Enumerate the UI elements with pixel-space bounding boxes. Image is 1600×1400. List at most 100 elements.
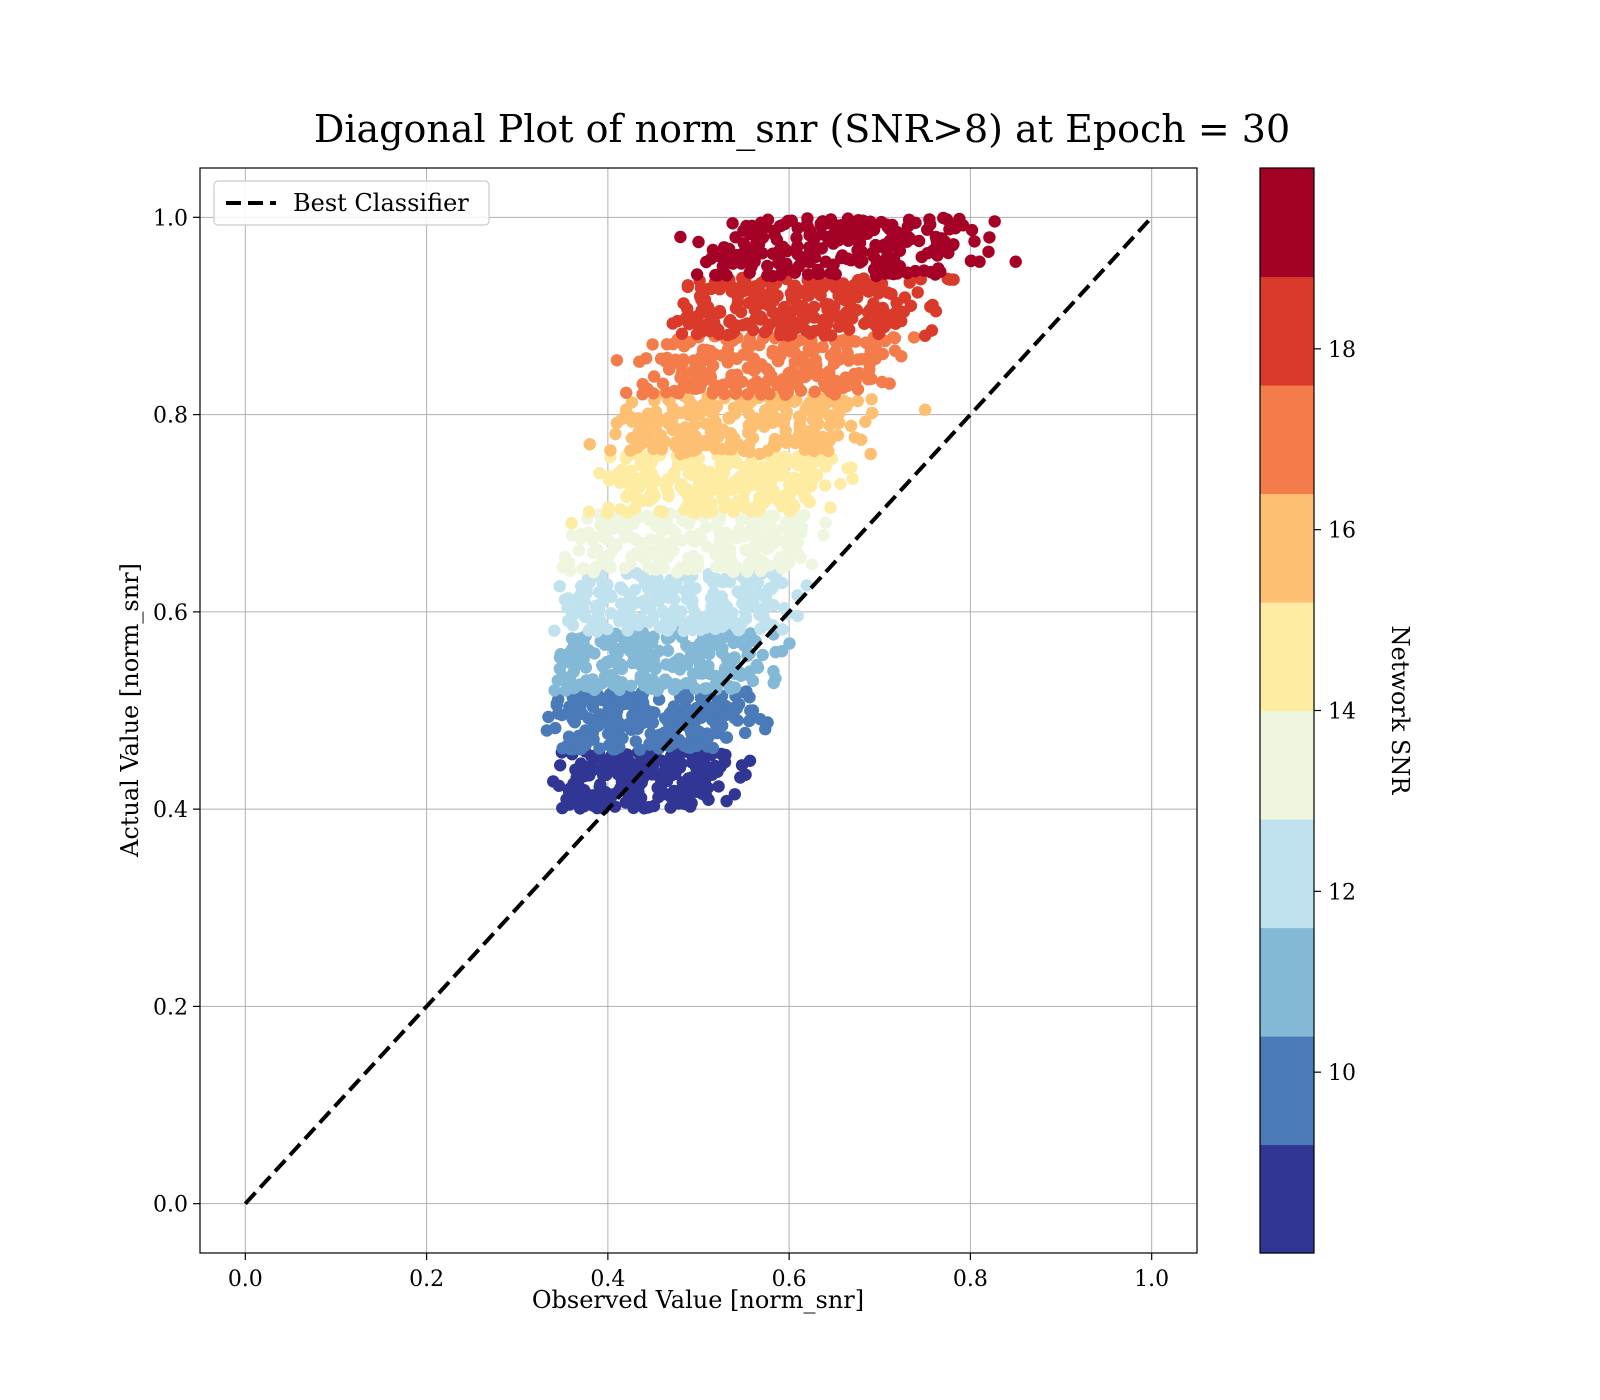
scatter-point (714, 251, 728, 264)
scatter-point (705, 600, 718, 614)
scatter-point (965, 223, 979, 237)
colorbar-segment (1260, 276, 1314, 386)
scatter-point (802, 221, 815, 234)
scatter-point (761, 444, 774, 457)
scatter-point (734, 635, 748, 648)
scatter-point (761, 259, 774, 273)
scatter-point (669, 678, 682, 691)
scatter-point (610, 539, 623, 552)
scatter-point (850, 218, 863, 231)
scatter-point (715, 476, 729, 489)
scatter-point (844, 461, 858, 474)
scatter-point (634, 458, 647, 472)
scatter-point (746, 378, 759, 392)
scatter-point (551, 674, 564, 687)
scatter-point (694, 281, 708, 295)
scatter-point (866, 406, 879, 420)
scatter-point (653, 504, 666, 518)
scatter-point (604, 607, 618, 620)
scatter-point (702, 793, 715, 806)
scatter-point (808, 311, 821, 324)
legend-box (213, 180, 490, 226)
scatter-point (669, 767, 682, 781)
scatter-point (819, 255, 832, 268)
scatter-point (782, 263, 795, 276)
scatter-point (548, 624, 561, 637)
scatter-point (610, 416, 623, 430)
scatter-point-outlier (746, 674, 760, 688)
scatter-point (701, 351, 715, 364)
scatter-point (689, 382, 703, 395)
scatter-point (717, 241, 731, 254)
scatter-point (645, 578, 658, 592)
scatter-point (579, 763, 593, 777)
scatter-point (820, 456, 833, 469)
scatter-point (777, 466, 790, 479)
scatter-point (578, 562, 591, 575)
scatter-point (668, 754, 682, 767)
scatter-point (836, 249, 849, 262)
scatter-point (555, 708, 569, 722)
scatter-point (817, 529, 830, 542)
colorbar-segment (1260, 927, 1314, 1037)
scatter-point (652, 791, 665, 804)
scatter-point (646, 612, 660, 626)
scatter-point (596, 786, 609, 799)
scatter-point (696, 643, 709, 656)
scatter-point (573, 697, 586, 710)
scatter-point (801, 462, 814, 475)
scatter-point (601, 622, 614, 636)
scatter-point (753, 338, 766, 352)
scatter-point (747, 323, 760, 337)
scatter-point (677, 297, 690, 310)
scatter-point (921, 223, 934, 236)
scatter-point (550, 697, 563, 710)
scatter-point (859, 415, 872, 428)
scatter-point (729, 231, 742, 244)
scatter-point (743, 754, 757, 767)
scatter-point (891, 225, 904, 239)
scatter-point (836, 277, 850, 290)
scatter-point (614, 503, 627, 516)
scatter-point (548, 684, 561, 697)
scatter-point (835, 219, 848, 232)
scatter-point (647, 387, 660, 400)
scatter-point (867, 223, 881, 236)
scatter-point (673, 614, 686, 627)
scatter-point (794, 431, 807, 444)
scatter-point (718, 387, 731, 401)
chart-title: Diagonal Plot of norm_snr (SNR>8) at Epo… (314, 107, 1290, 152)
scatter-point (848, 431, 861, 444)
scatter-point (846, 334, 859, 348)
scatter-point (540, 724, 553, 737)
scatter-point (702, 739, 715, 752)
scatter-point (558, 550, 572, 564)
scatter-point (674, 480, 687, 493)
scatter-point (878, 258, 891, 271)
scatter-point (712, 780, 725, 793)
scatter-point (848, 376, 862, 390)
scatter-point (811, 263, 825, 277)
scatter-point (779, 430, 792, 443)
scatter-point (790, 231, 803, 244)
scatter-point (657, 562, 671, 575)
scatter-point (748, 303, 761, 317)
scatter-point (834, 477, 847, 491)
scatter-point (660, 515, 673, 528)
scatter-point (895, 350, 908, 363)
scatter-point (734, 496, 748, 509)
scatter-point (741, 348, 755, 362)
scatter-point (713, 283, 726, 296)
scatter-point (806, 471, 819, 485)
scatter-point (754, 388, 768, 401)
scatter-point (876, 347, 889, 361)
scatter-point (659, 481, 673, 494)
x-tick-label: 0.0 (228, 1267, 263, 1292)
scatter-point (880, 308, 893, 321)
colorbar-segment (1260, 1036, 1314, 1146)
scatter-point (798, 443, 812, 456)
scatter-point-outlier (746, 704, 760, 717)
colorbar-label: Network SNR (1386, 626, 1414, 796)
scatter-point (720, 794, 733, 808)
scatter-point (907, 331, 921, 344)
